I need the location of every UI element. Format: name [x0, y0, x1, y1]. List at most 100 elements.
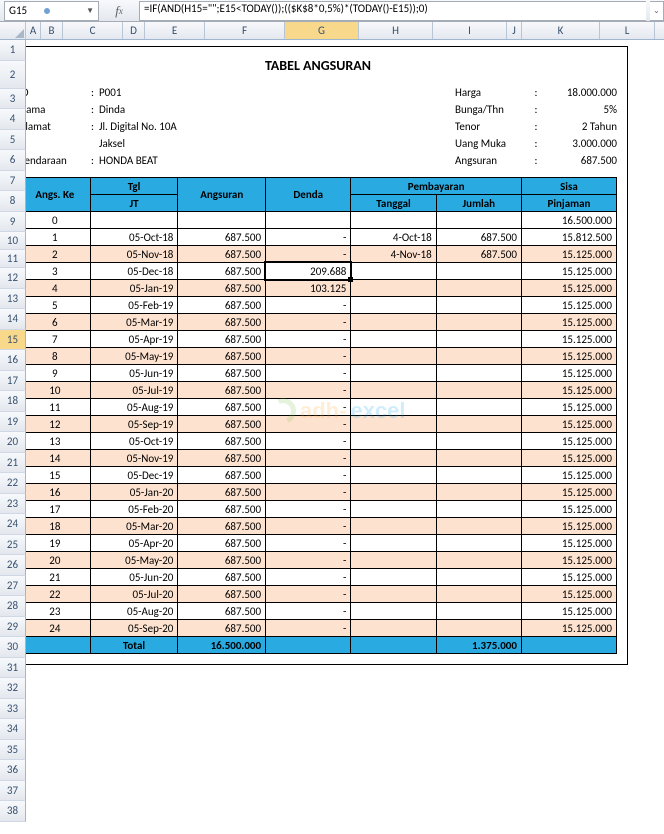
- cell-paytgl[interactable]: 4-Nov-18: [351, 246, 436, 263]
- cell-paytgl[interactable]: [351, 331, 436, 348]
- fx-icon[interactable]: fx: [99, 3, 139, 19]
- cell-payjml[interactable]: [436, 467, 521, 484]
- row-header-32[interactable]: 32: [0, 678, 26, 699]
- cell-angs[interactable]: 18: [20, 518, 91, 535]
- cell-paytgl[interactable]: [351, 399, 436, 416]
- row-header-34[interactable]: 34: [0, 719, 26, 740]
- cell-payjml[interactable]: [436, 433, 521, 450]
- cell-angsuran[interactable]: 687.500: [178, 501, 266, 518]
- row-header-13[interactable]: 13: [0, 289, 26, 310]
- cell-sisa[interactable]: 15.125.000: [521, 348, 616, 365]
- row-header-8[interactable]: 8: [0, 191, 26, 212]
- cell-payjml[interactable]: [436, 365, 521, 382]
- row-header-20[interactable]: 20: [0, 432, 26, 453]
- cell-paytgl[interactable]: [351, 382, 436, 399]
- cell-sisa[interactable]: 15.125.000: [521, 552, 616, 569]
- cell-payjml[interactable]: [436, 263, 521, 280]
- row-header-27[interactable]: 27: [0, 576, 26, 597]
- row-header-1[interactable]: 1: [0, 40, 26, 61]
- col-header-A[interactable]: A: [26, 22, 41, 39]
- row-header-19[interactable]: 19: [0, 412, 26, 433]
- cell-angs[interactable]: 24: [20, 620, 91, 637]
- row-header-22[interactable]: 22: [0, 473, 26, 494]
- cell-tgl[interactable]: 05-Feb-19: [90, 297, 178, 314]
- cell-tgl[interactable]: 05-Jun-20: [90, 569, 178, 586]
- installment-table[interactable]: Angs. Ke Tgl Angsuran Denda Pembayaran S…: [19, 177, 617, 654]
- col-header-I[interactable]: I: [433, 22, 507, 39]
- col-header-F[interactable]: F: [205, 22, 285, 39]
- cell-payjml[interactable]: [436, 552, 521, 569]
- cell-paytgl[interactable]: [351, 518, 436, 535]
- cell-denda[interactable]: -: [266, 246, 351, 263]
- row-header-29[interactable]: 29: [0, 617, 26, 638]
- cell-paytgl[interactable]: [351, 586, 436, 603]
- cell-payjml[interactable]: [436, 620, 521, 637]
- cell-sisa[interactable]: 15.125.000: [521, 450, 616, 467]
- row-header-21[interactable]: 21: [0, 453, 26, 474]
- cell-payjml[interactable]: [436, 484, 521, 501]
- cell-angsuran[interactable]: 687.500: [178, 314, 266, 331]
- cell-sisa[interactable]: 15.125.000: [521, 246, 616, 263]
- col-header-E[interactable]: E: [145, 22, 205, 39]
- row-header-16[interactable]: 16: [0, 350, 26, 371]
- cell-payjml[interactable]: [436, 331, 521, 348]
- cell-payjml[interactable]: [436, 314, 521, 331]
- table-row[interactable]: 1605-Jan-20687.500-15.125.000: [20, 484, 617, 501]
- cell-tgl[interactable]: 05-Nov-19: [90, 450, 178, 467]
- cell-angsuran[interactable]: 687.500: [178, 569, 266, 586]
- row-header-10[interactable]: 10: [0, 232, 26, 250]
- cell-paytgl[interactable]: [351, 263, 436, 280]
- row-header-25[interactable]: 25: [0, 535, 26, 556]
- cell-sisa[interactable]: 15.125.000: [521, 365, 616, 382]
- col-header-G[interactable]: G: [285, 22, 359, 39]
- cell-denda[interactable]: 209.688: [266, 263, 351, 280]
- cell-tgl[interactable]: 05-Apr-19: [90, 331, 178, 348]
- cell-sisa[interactable]: 15.125.000: [521, 331, 616, 348]
- cell-angs[interactable]: 20: [20, 552, 91, 569]
- cell-payjml[interactable]: [436, 212, 521, 229]
- cell-angsuran[interactable]: 687.500: [178, 263, 266, 280]
- cell-angsuran[interactable]: 687.500: [178, 535, 266, 552]
- table-row[interactable]: 1705-Feb-20687.500-15.125.000: [20, 501, 617, 518]
- cell-angsuran[interactable]: 687.500: [178, 467, 266, 484]
- table-row[interactable]: 1505-Dec-19687.500-15.125.000: [20, 467, 617, 484]
- cell-payjml[interactable]: [436, 416, 521, 433]
- table-row[interactable]: 405-Jan-19687.500103.12515.125.000: [20, 280, 617, 297]
- table-row[interactable]: 805-May-19687.500-15.125.000: [20, 348, 617, 365]
- cell-angs[interactable]: 21: [20, 569, 91, 586]
- table-row[interactable]: 1205-Sep-19687.500-15.125.000: [20, 416, 617, 433]
- cell-paytgl[interactable]: [351, 314, 436, 331]
- cell-sisa[interactable]: 15.125.000: [521, 535, 616, 552]
- cell-angs[interactable]: 6: [20, 314, 91, 331]
- cell-tgl[interactable]: 05-Aug-20: [90, 603, 178, 620]
- table-row[interactable]: 1005-Jul-19687.500-15.125.000: [20, 382, 617, 399]
- cell-sisa[interactable]: 15.125.000: [521, 297, 616, 314]
- cell-sisa[interactable]: 15.125.000: [521, 569, 616, 586]
- cell-paytgl[interactable]: 4-Oct-18: [351, 229, 436, 246]
- cell-payjml[interactable]: [436, 450, 521, 467]
- cell-denda[interactable]: -: [266, 433, 351, 450]
- cell-denda[interactable]: -: [266, 467, 351, 484]
- cell-payjml[interactable]: [436, 501, 521, 518]
- cell-paytgl[interactable]: [351, 501, 436, 518]
- cell-denda[interactable]: -: [266, 416, 351, 433]
- cell-paytgl[interactable]: [351, 467, 436, 484]
- table-row[interactable]: 605-Mar-19687.500-15.125.000: [20, 314, 617, 331]
- row-header-28[interactable]: 28: [0, 596, 26, 617]
- row-header-33[interactable]: 33: [0, 699, 26, 720]
- cell-payjml[interactable]: [436, 586, 521, 603]
- table-row[interactable]: 1805-Mar-20687.500-15.125.000: [20, 518, 617, 535]
- cell-angs[interactable]: 23: [20, 603, 91, 620]
- table-row[interactable]: 205-Nov-18687.500-4-Nov-18687.50015.125.…: [20, 246, 617, 263]
- cell-paytgl[interactable]: [351, 297, 436, 314]
- cell-tgl[interactable]: 05-Jan-19: [90, 280, 178, 297]
- cell-payjml[interactable]: [436, 603, 521, 620]
- cell-denda[interactable]: -: [266, 620, 351, 637]
- cell-denda[interactable]: -: [266, 348, 351, 365]
- cell-sisa[interactable]: 15.125.000: [521, 314, 616, 331]
- cell-tgl[interactable]: 05-Aug-19: [90, 399, 178, 416]
- col-header-B[interactable]: B: [41, 22, 63, 39]
- cell-paytgl[interactable]: [351, 569, 436, 586]
- cell-tgl[interactable]: 05-Jan-20: [90, 484, 178, 501]
- cell-denda[interactable]: -: [266, 229, 351, 246]
